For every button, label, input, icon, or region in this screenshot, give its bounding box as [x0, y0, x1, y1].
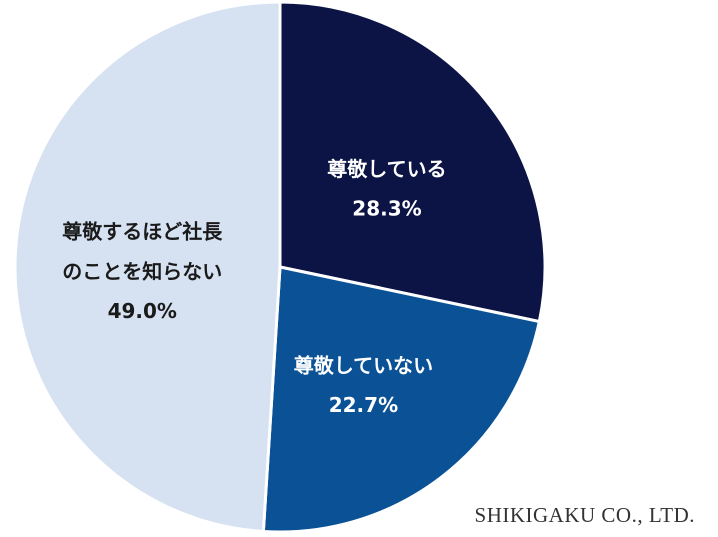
slice-label: 尊敬していない [294, 353, 433, 377]
value-label: 49.0% [108, 299, 177, 323]
pie-slice [261, 265, 542, 534]
value-label: 28.3% [352, 197, 421, 221]
source: SHIKIGAKU CO., LTD. [475, 503, 695, 527]
pie-slice [278, 0, 547, 324]
slice-label: 尊敬している [327, 157, 446, 181]
pie-slice [13, 0, 282, 534]
slice-label: 尊敬するほど社長のことを知らない [62, 219, 223, 283]
value-label: 22.7% [329, 393, 398, 417]
